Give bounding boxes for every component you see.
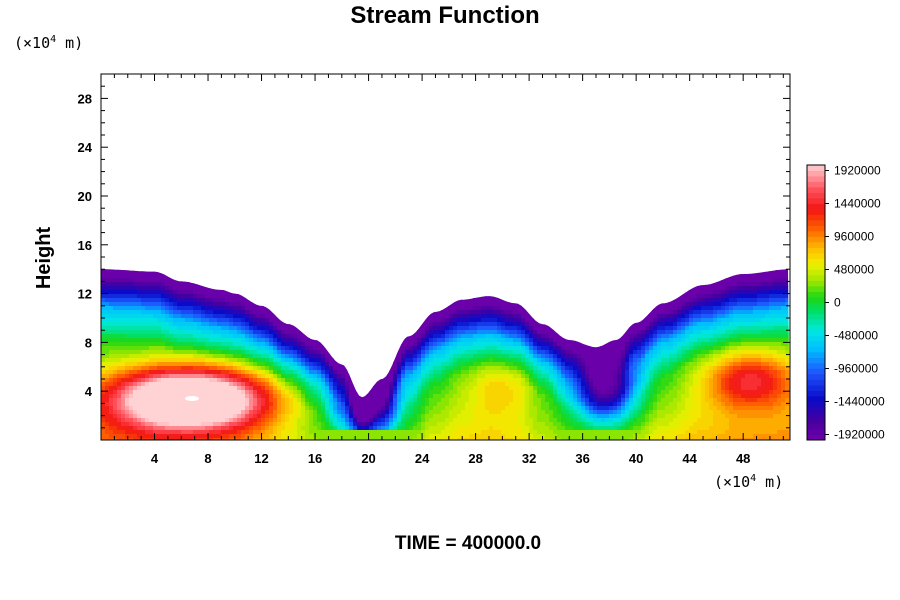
y-unit-label: (×104 m) — [14, 34, 83, 52]
chart-title: Stream Function — [350, 2, 539, 29]
y-axis-label: Height — [33, 227, 55, 290]
